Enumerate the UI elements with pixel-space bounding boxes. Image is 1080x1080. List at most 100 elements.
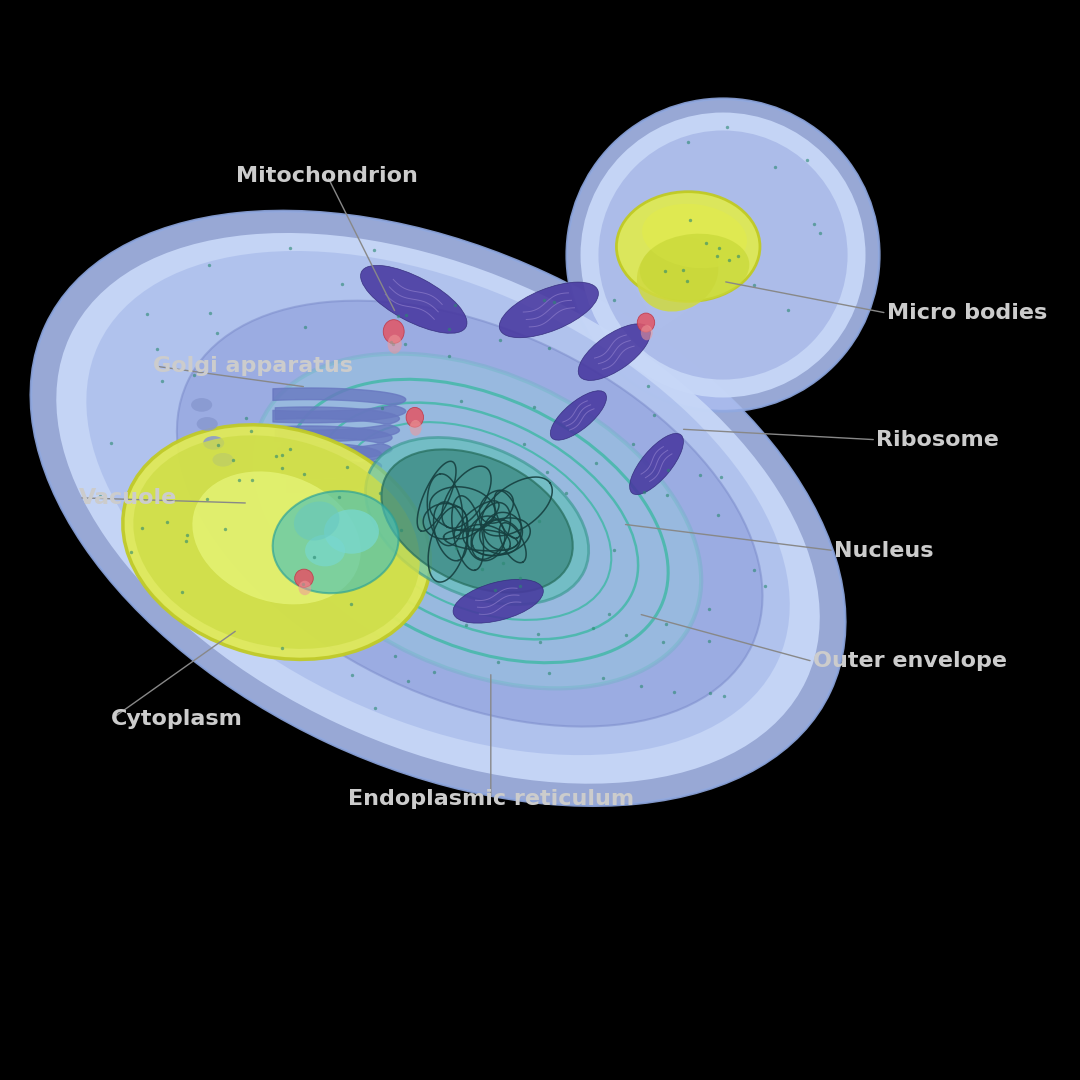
Point [306,548,323,565]
Point [645,406,662,423]
Ellipse shape [56,233,820,784]
Point [330,488,348,505]
Point [473,561,490,578]
Point [389,308,406,325]
Point [657,262,674,280]
Point [372,484,389,501]
Ellipse shape [177,300,762,727]
Point [530,513,548,530]
Point [639,378,657,395]
Point [632,677,649,694]
Ellipse shape [381,449,572,593]
Point [697,234,714,252]
Ellipse shape [499,282,598,338]
Ellipse shape [643,204,747,268]
Ellipse shape [551,391,607,441]
Point [295,465,312,483]
Point [757,578,774,595]
Ellipse shape [213,453,233,467]
Point [225,451,242,469]
Point [238,409,255,427]
Point [494,554,511,571]
Point [281,240,298,257]
Point [342,596,360,613]
Ellipse shape [639,233,750,301]
Point [487,581,504,598]
Ellipse shape [365,437,589,605]
Point [806,215,823,232]
Point [526,399,543,416]
Point [541,664,558,681]
Point [446,297,463,314]
Ellipse shape [197,417,218,431]
Point [681,212,699,229]
Point [448,540,465,557]
Point [767,158,784,175]
Point [122,543,139,561]
Point [216,521,233,538]
Ellipse shape [642,248,713,287]
Point [186,366,203,383]
Text: Vacuole: Vacuole [79,488,177,508]
Point [294,576,311,593]
Point [711,240,728,257]
Point [453,392,470,409]
Point [745,562,762,579]
Point [396,336,414,353]
Point [605,291,622,308]
Point [282,441,299,458]
Ellipse shape [630,433,684,495]
Point [242,422,259,440]
Point [133,519,150,537]
Ellipse shape [295,569,313,588]
Text: Mitochondrion: Mitochondrion [237,166,418,186]
Point [334,275,351,293]
Point [511,569,528,586]
Ellipse shape [253,353,701,688]
Point [365,241,382,258]
Point [440,320,457,337]
Ellipse shape [123,424,430,660]
Point [530,625,548,643]
Point [718,119,735,136]
Point [730,247,747,265]
Point [397,306,415,323]
Point [600,605,618,622]
Text: Endoplasmic reticulum: Endoplasmic reticulum [348,788,634,809]
Point [491,332,509,349]
Point [708,247,726,265]
Point [658,615,675,632]
Point [91,487,108,504]
Text: Cytoplasm: Cytoplasm [111,710,243,729]
Point [678,272,696,289]
Text: Nucleus: Nucleus [834,541,933,561]
Point [384,336,402,353]
Point [366,700,383,717]
Ellipse shape [31,211,846,806]
Point [177,532,194,550]
Ellipse shape [298,581,311,595]
Point [798,151,815,168]
Ellipse shape [578,324,650,380]
Point [343,666,361,684]
Point [208,436,226,454]
Point [745,276,762,294]
Ellipse shape [294,501,339,541]
Point [374,400,391,417]
Point [179,526,197,543]
Point [720,251,738,268]
Text: Micro bodies: Micro bodies [887,303,1047,323]
Ellipse shape [454,579,543,623]
Point [702,685,719,702]
Polygon shape [633,215,691,329]
Ellipse shape [406,407,423,428]
Ellipse shape [324,510,379,554]
Point [159,513,176,530]
Point [268,447,285,464]
Ellipse shape [637,237,718,312]
Point [811,225,828,242]
Point [780,301,797,319]
Point [392,522,409,539]
Ellipse shape [581,112,865,397]
Point [654,634,672,651]
